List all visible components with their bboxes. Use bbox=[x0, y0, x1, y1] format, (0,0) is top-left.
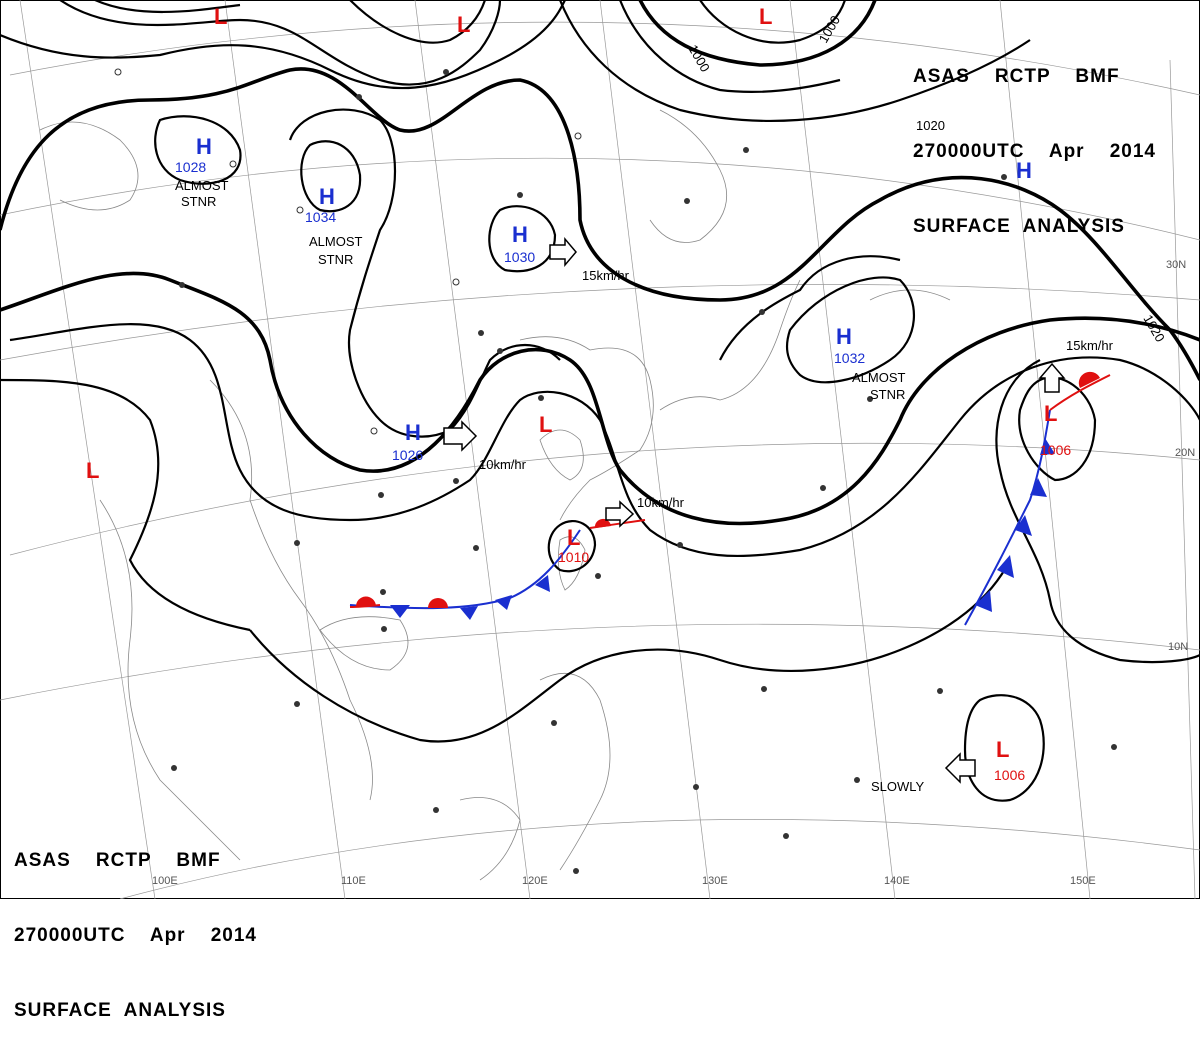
speed-10kmhr-1: 10km/hr bbox=[479, 457, 527, 472]
footer-product: SURFACE ANALYSIS bbox=[14, 1000, 226, 1021]
speed-15kmhr-1: 15km/hr bbox=[582, 268, 630, 283]
note-stnr-3: STNR bbox=[870, 387, 905, 402]
low-center-west: L bbox=[86, 458, 99, 483]
isobar-label-1000-a: 1000 bbox=[685, 42, 712, 75]
lon-label-120e: 120E bbox=[522, 875, 548, 887]
low-center-top-1: L bbox=[214, 4, 227, 29]
isobar-label-1020-a: 1020 bbox=[916, 118, 945, 133]
lon-label-110e: 110E bbox=[341, 875, 366, 887]
header-valid-time: 270000UTC Apr 2014 bbox=[913, 141, 1156, 162]
note-slowly: SLOWLY bbox=[871, 779, 925, 794]
speed-15kmhr-2: 15km/hr bbox=[1066, 338, 1114, 353]
lon-label-140e: 140E bbox=[884, 875, 910, 887]
high-center-1026: H bbox=[405, 420, 421, 445]
high-value-1032: 1032 bbox=[834, 350, 865, 366]
lon-label-150e: 150E bbox=[1070, 875, 1096, 887]
header-issuer: ASAS RCTP BMF bbox=[913, 66, 1120, 87]
low-center-top-3: L bbox=[759, 4, 772, 29]
pressure-systems: H 1028 ALMOST STNR H 1034 ALMOST STNR H … bbox=[86, 4, 1114, 794]
speed-10kmhr-2: 10km/hr bbox=[637, 495, 685, 510]
chart-footer: ASAS RCTP BMF 270000UTC Apr 2014 SURFACE… bbox=[14, 798, 257, 1048]
low-value-1010: 1010 bbox=[558, 549, 589, 565]
lon-label-130e: 130E bbox=[702, 875, 728, 887]
footer-issuer: ASAS RCTP BMF bbox=[14, 850, 221, 871]
note-almost-stnr-1: ALMOST bbox=[175, 178, 229, 193]
isobars bbox=[0, 0, 1200, 802]
high-value-1028: 1028 bbox=[175, 159, 206, 175]
footer-valid-time: 270000UTC Apr 2014 bbox=[14, 925, 257, 946]
lon-label-100e: 100E bbox=[152, 875, 178, 887]
high-value-1030: 1030 bbox=[504, 249, 535, 265]
low-center-1010: L bbox=[567, 525, 580, 550]
low-center-1006-southeast: L bbox=[996, 737, 1009, 762]
low-value-1006-southeast: 1006 bbox=[994, 767, 1025, 783]
low-center-top-2: L bbox=[457, 12, 470, 37]
header-product: SURFACE ANALYSIS bbox=[913, 216, 1125, 237]
high-center-1032: H bbox=[836, 324, 852, 349]
high-center-1034: H bbox=[319, 184, 335, 209]
motion-arrows bbox=[443, 236, 1066, 784]
note-almost-stnr-3: ALMOST bbox=[852, 370, 906, 385]
low-value-1006-east: 1006 bbox=[1040, 442, 1071, 458]
low-center-1006-east: L bbox=[1044, 401, 1057, 426]
high-center-1030: H bbox=[512, 222, 528, 247]
high-center-ne: H bbox=[1016, 158, 1032, 183]
coastlines bbox=[39, 109, 951, 881]
grid-labels: 100E 110E 120E 130E 140E 150E 30N 20N 10… bbox=[152, 259, 1195, 887]
lat-label-30n: 30N bbox=[1166, 259, 1186, 271]
lat-label-10n: 10N bbox=[1168, 641, 1188, 653]
high-value-1026: 1026 bbox=[392, 447, 423, 463]
note-stnr-2: STNR bbox=[318, 252, 353, 267]
note-stnr-1: STNR bbox=[181, 194, 216, 209]
weather-map: H 1028 ALMOST STNR H 1034 ALMOST STNR H … bbox=[0, 0, 1200, 899]
note-almost-stnr-2: ALMOST bbox=[309, 234, 363, 249]
isobar-label-1020-b: 1020 bbox=[1140, 312, 1167, 345]
station-plots bbox=[114, 68, 1117, 874]
lat-label-20n: 20N bbox=[1175, 447, 1195, 459]
isobar-label-1000-b: 1000 bbox=[816, 13, 843, 46]
high-value-1034: 1034 bbox=[305, 209, 336, 225]
low-center-taiwan: L bbox=[539, 412, 552, 437]
high-center-1028: H bbox=[196, 134, 212, 159]
cold-front bbox=[349, 409, 1055, 626]
chart-header: ASAS RCTP BMF 270000UTC Apr 2014 SURFACE… bbox=[913, 14, 1156, 264]
